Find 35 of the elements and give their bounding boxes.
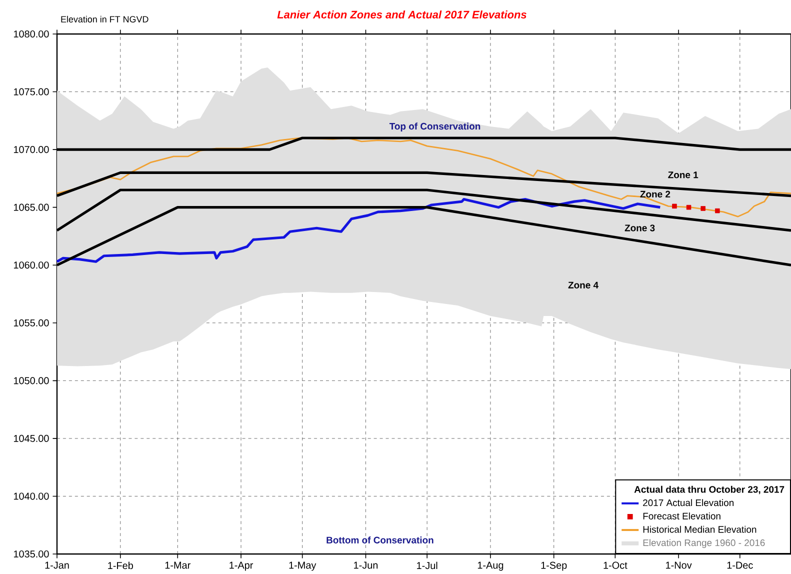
x-tick-label: 1-Oct: [604, 562, 628, 569]
y-tick-label: 1050.00: [14, 377, 49, 384]
annotation: Zone 4: [568, 282, 598, 288]
x-tick-label: 1-Jan: [45, 562, 69, 569]
y-tick-label: 1055.00: [14, 319, 49, 326]
x-tick-label: 1-Feb: [108, 562, 133, 570]
y-tick-label: 1045.00: [14, 434, 49, 442]
x-tick-label: 1-Aug: [478, 562, 504, 571]
y-tick-label: 1080.00: [14, 30, 49, 38]
annotation: Zone 3: [624, 224, 655, 232]
x-tick-label: 1-Nov: [666, 562, 692, 569]
annotation: Bottom of Conservation: [326, 536, 434, 544]
y-axis-title: Elevation in FT NGVD: [61, 16, 148, 22]
x-tick-label: 1-Sep: [541, 562, 567, 571]
annotation: Zone 1: [668, 172, 698, 178]
annotation: Zone 2: [640, 190, 670, 198]
y-tick-label: 1065.00: [14, 204, 49, 211]
legend-title: Actual data thru October 23, 2017: [634, 486, 784, 494]
x-tick-label: 1-Apr: [230, 562, 254, 571]
x-tick-label: 1-Dec: [727, 562, 753, 569]
y-tick-label: 1075.00: [14, 88, 49, 96]
x-tick-label: 1-May: [289, 562, 316, 571]
x-tick-label: 1-Jun: [354, 562, 378, 569]
legend-label: 2017 Actual Elevation: [643, 499, 734, 506]
legend-label: Forecast Elevation: [643, 512, 720, 520]
y-tick-label: 1070.00: [14, 146, 49, 154]
legend-label: Elevation Range 1960 - 2016: [643, 539, 765, 548]
y-tick-label: 1035.00: [14, 550, 49, 558]
annotation: Top of Conservation: [389, 122, 480, 132]
y-tick-label: 1040.00: [14, 492, 49, 500]
x-tick-label: 1-Mar: [165, 562, 190, 569]
y-tick-label: 1060.00: [14, 262, 49, 269]
legend-label: Historical Median Elevation: [643, 526, 756, 533]
x-tick-label: 1-Jul: [417, 562, 438, 570]
chart-title: Lanier Action Zones and Actual 2017 Elevations: [277, 10, 526, 18]
